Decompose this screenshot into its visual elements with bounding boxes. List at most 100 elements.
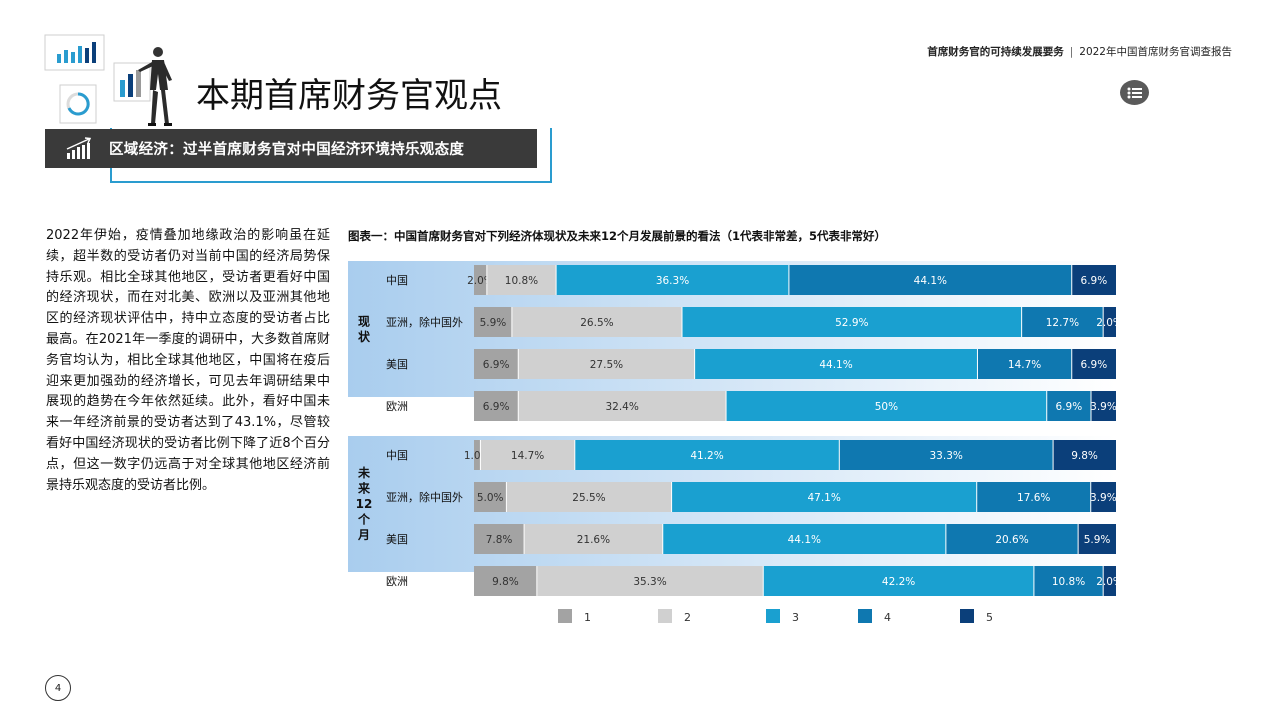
bar-segment	[474, 391, 519, 421]
person-figure-icon	[138, 47, 172, 126]
data-label: 7.8%	[486, 534, 513, 546]
legend-label: 2	[684, 611, 691, 624]
bar-segment	[518, 349, 695, 379]
bar-segment	[1033, 566, 1104, 596]
legend-label: 3	[792, 611, 799, 624]
legend-swatch	[658, 609, 672, 623]
legend-label: 4	[884, 611, 891, 624]
data-label: 27.5%	[590, 359, 623, 371]
data-label: 3.9%	[1090, 492, 1117, 504]
category-label: 欧洲	[386, 400, 408, 413]
hero-illustration	[44, 34, 172, 126]
data-label: 14.7%	[511, 450, 544, 462]
bar-segment	[474, 349, 519, 379]
category-label: 中国	[386, 274, 408, 287]
data-label: 33.3%	[930, 450, 963, 462]
data-label: 35.3%	[633, 576, 666, 588]
group-label: 来	[357, 481, 371, 496]
report-section-title: 首席财务官的可持续发展要务	[927, 46, 1064, 58]
bar-segment	[474, 566, 537, 596]
category-label: 欧洲	[386, 575, 408, 588]
bar-segment	[536, 566, 764, 596]
bar-segment	[671, 482, 977, 512]
bar-segment	[788, 265, 1072, 295]
page-title: 本期首席财务官观点	[196, 76, 502, 116]
data-label: 41.2%	[690, 450, 723, 462]
bar-segment	[474, 440, 481, 470]
bar-segment	[524, 524, 663, 554]
bar-segment	[506, 482, 672, 512]
category-label: 亚洲，除中国外	[386, 315, 463, 329]
category-label: 中国	[386, 449, 408, 462]
bar-segment	[1071, 265, 1116, 295]
bar-segment	[1021, 307, 1104, 337]
data-label: 44.1%	[819, 359, 852, 371]
legend-swatch	[960, 609, 974, 623]
bar-segment	[474, 482, 507, 512]
bar-segment	[1090, 391, 1116, 421]
group-label: 月	[357, 528, 370, 542]
bar-segment	[1053, 440, 1116, 470]
data-label: 10.8%	[505, 275, 538, 287]
data-label: 6.9%	[483, 359, 510, 371]
donut-card-icon	[59, 84, 97, 124]
data-label: 36.3%	[656, 275, 689, 287]
bar-segment	[511, 307, 683, 337]
data-label: 32.4%	[605, 401, 638, 413]
bar-segment	[1090, 482, 1116, 512]
menu-button[interactable]	[1120, 80, 1149, 105]
bar-segment	[474, 265, 487, 295]
group-label: 现	[358, 314, 370, 328]
data-label: 5.9%	[1084, 534, 1111, 546]
category-label: 美国	[386, 358, 408, 371]
data-label: 17.6%	[1017, 492, 1050, 504]
legend-label: 5	[986, 611, 993, 624]
data-label: 6.9%	[1081, 275, 1108, 287]
data-label: 2.0%	[1096, 317, 1123, 329]
bar-segment	[1103, 566, 1116, 596]
data-label: 10.8%	[1052, 576, 1085, 588]
data-label: 5.0%	[477, 492, 504, 504]
bar-segment	[518, 391, 727, 421]
bar-segment	[945, 524, 1079, 554]
bar-segment	[976, 482, 1091, 512]
data-label: 25.5%	[572, 492, 605, 504]
data-label: 44.1%	[788, 534, 821, 546]
report-name: 2022年中国首席财务官调查报告	[1079, 46, 1232, 58]
data-label: 52.9%	[835, 317, 868, 329]
data-label: 6.9%	[483, 401, 510, 413]
bar-segment	[694, 349, 978, 379]
data-label: 14.7%	[1008, 359, 1041, 371]
bar-segment	[682, 307, 1022, 337]
list-icon	[1127, 87, 1142, 98]
bar-chart-card-icon	[44, 34, 105, 71]
bar-segment	[977, 349, 1072, 379]
data-label: 9.8%	[492, 576, 519, 588]
bar-segment	[1046, 391, 1091, 421]
header-separator: |	[1069, 46, 1074, 58]
bar-chart-rising-icon	[66, 136, 92, 159]
bar-segment	[556, 265, 789, 295]
bar-segment	[763, 566, 1034, 596]
bar-segment	[474, 307, 512, 337]
data-label: 9.8%	[1071, 450, 1098, 462]
bar-segment	[486, 265, 557, 295]
bar-segment	[1103, 307, 1116, 337]
legend-swatch	[766, 609, 780, 623]
data-label: 20.6%	[995, 534, 1028, 546]
bar-segment	[1071, 349, 1116, 379]
group-label: 未	[357, 465, 370, 480]
data-label: 42.2%	[882, 576, 915, 588]
data-label: 50%	[875, 401, 898, 413]
section-banner: 区域经济：过半首席财务官对中国经济环境持乐观态度	[45, 129, 537, 168]
data-label: 2.0%	[1096, 576, 1123, 588]
data-label: 12.7%	[1046, 317, 1079, 329]
data-label: 3.9%	[1090, 401, 1117, 413]
legend-swatch	[858, 609, 872, 623]
category-label: 亚洲，除中国外	[386, 490, 463, 504]
bar-segment	[574, 440, 840, 470]
section-banner-title: 区域经济：过半首席财务官对中国经济环境持乐观态度	[109, 142, 465, 158]
bar-segment	[480, 440, 575, 470]
bar-segment	[1078, 524, 1116, 554]
